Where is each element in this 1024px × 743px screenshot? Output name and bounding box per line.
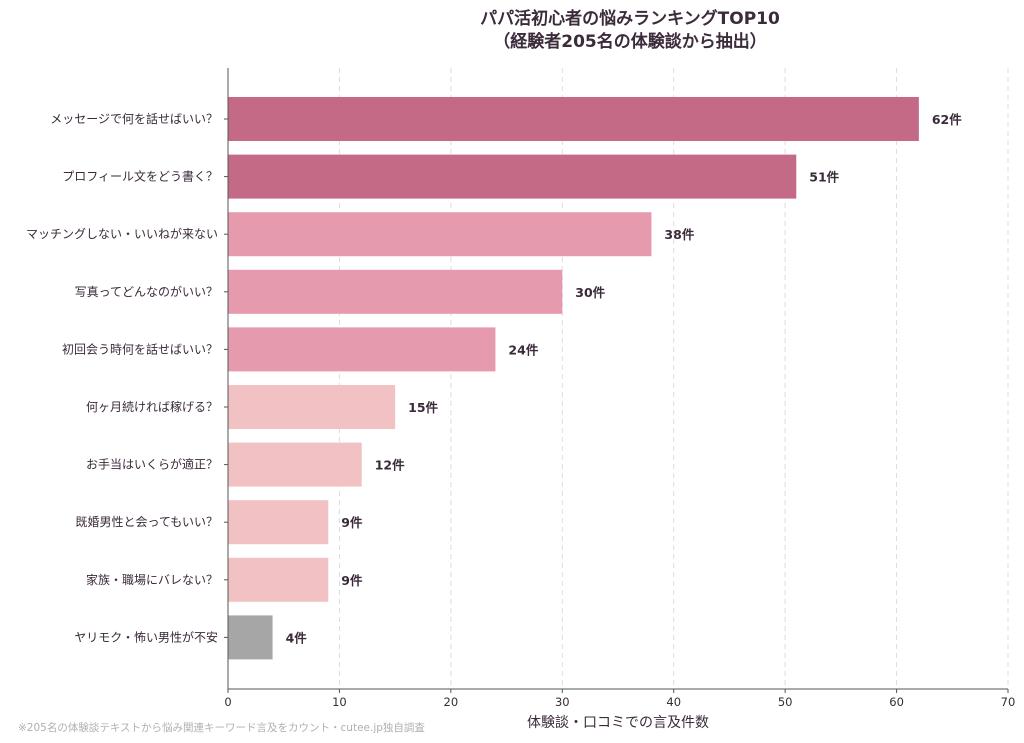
bar [228, 97, 919, 141]
value-labels: 62件 51件 38件 30件 24件 15件 12件 9件 9件 4件 [286, 112, 963, 645]
value-label: 51件 [809, 170, 839, 185]
bar [228, 442, 362, 487]
value-label: 24件 [508, 342, 538, 357]
category-labels: メッセージで何を話せばいい？ プロフィール文をどう書く？ マッチングしない・いいねが… [26, 111, 228, 644]
value-label: 9件 [341, 515, 363, 530]
value-label: 30件 [575, 285, 605, 300]
category-label: ヤリモク・怖い男性が不安 [74, 629, 218, 644]
value-label: 12件 [375, 458, 405, 473]
bar [228, 557, 329, 602]
bar [228, 154, 797, 199]
chart-title-line-2: （経験者205名の体験談から抽出） [493, 31, 767, 52]
value-label: 9件 [341, 573, 363, 588]
value-label: 15件 [408, 400, 438, 415]
category-label: マッチングしない・いいねが来ない [26, 226, 218, 241]
footnote: ※205名の体験談テキストから悩み関連キーワード言及をカウント・cutee.jp… [18, 721, 425, 734]
value-label: 38件 [664, 227, 694, 242]
x-tick-label: 30 [555, 695, 570, 709]
bar [228, 385, 396, 429]
x-tick-label: 0 [224, 695, 231, 709]
bar [228, 269, 563, 314]
x-axis-label: 体験談・口コミでの言及件数 [527, 715, 709, 731]
category-label: 家族・職場にバレない？ [86, 572, 218, 587]
chart-title-line-1: パパ活初心者の悩みランキングTOP10 [480, 8, 780, 29]
bars-group [228, 97, 919, 660]
bar [228, 212, 652, 257]
bar [228, 327, 496, 372]
x-tick-labels: 0 10 20 30 40 50 60 70 [224, 689, 1015, 709]
category-label: 何ヶ月続ければ稼げる？ [86, 399, 218, 414]
x-tick-label: 10 [332, 695, 347, 709]
x-tick-label: 40 [666, 695, 681, 709]
value-label: 62件 [932, 112, 962, 127]
x-tick-label: 70 [1001, 695, 1016, 709]
category-label: お手当はいくらが適正？ [86, 457, 218, 472]
x-tick-label: 60 [889, 695, 904, 709]
x-tick-label: 50 [778, 695, 793, 709]
bar [228, 615, 273, 660]
bar [228, 500, 329, 545]
category-label: メッセージで何を話せばいい？ [50, 111, 218, 126]
category-label: 初回会う時何を話せばいい？ [62, 341, 218, 356]
value-label: 4件 [286, 630, 308, 645]
category-label: 既婚男性と会ってもいい？ [75, 515, 218, 529]
category-label: 写真ってどんなのがいい？ [75, 284, 218, 299]
x-tick-label: 20 [444, 695, 459, 709]
category-label: プロフィール文をどう書く？ [62, 169, 218, 184]
